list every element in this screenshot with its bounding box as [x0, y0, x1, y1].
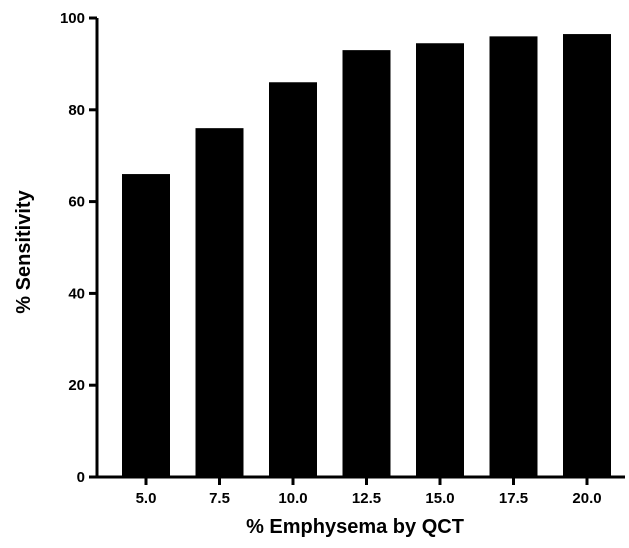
- x-tick-label: 5.0: [136, 490, 157, 507]
- bars-layer: [122, 34, 611, 478]
- bar-12.5: [342, 50, 391, 477]
- y-tick-label: 80: [68, 102, 85, 119]
- bar-15.0: [416, 43, 464, 478]
- bar-7.5: [195, 128, 244, 477]
- x-tick-label: 15.0: [425, 490, 454, 507]
- x-tick-label: 12.5: [352, 490, 381, 507]
- y-tick-label: 40: [68, 285, 85, 302]
- y-tick-label: 20: [68, 377, 85, 394]
- x-tick-label: 7.5: [209, 490, 230, 507]
- x-ticks-layer: 5.0 7.5 10.0 12.5 15.0 17.5 20.0: [136, 477, 602, 507]
- x-axis-title: % Emphysema by QCT: [246, 516, 464, 538]
- axes-layer: [95, 18, 625, 479]
- y-tick-label: 0: [77, 469, 85, 486]
- bar-20.0: [563, 34, 611, 477]
- x-tick-label: 10.0: [278, 490, 307, 507]
- x-tick-label: 17.5: [499, 490, 528, 507]
- y-axis-title: % Sensitivity: [13, 189, 35, 313]
- bar-5.0: [122, 174, 170, 477]
- bar-10.0: [269, 82, 317, 477]
- x-tick-label: 20.0: [572, 490, 601, 507]
- bar-17.5: [489, 36, 538, 478]
- y-ticks-layer: 0 20 40 60 80 100: [60, 10, 97, 486]
- y-tick-label: 100: [60, 10, 85, 27]
- y-tick-label: 60: [68, 194, 85, 211]
